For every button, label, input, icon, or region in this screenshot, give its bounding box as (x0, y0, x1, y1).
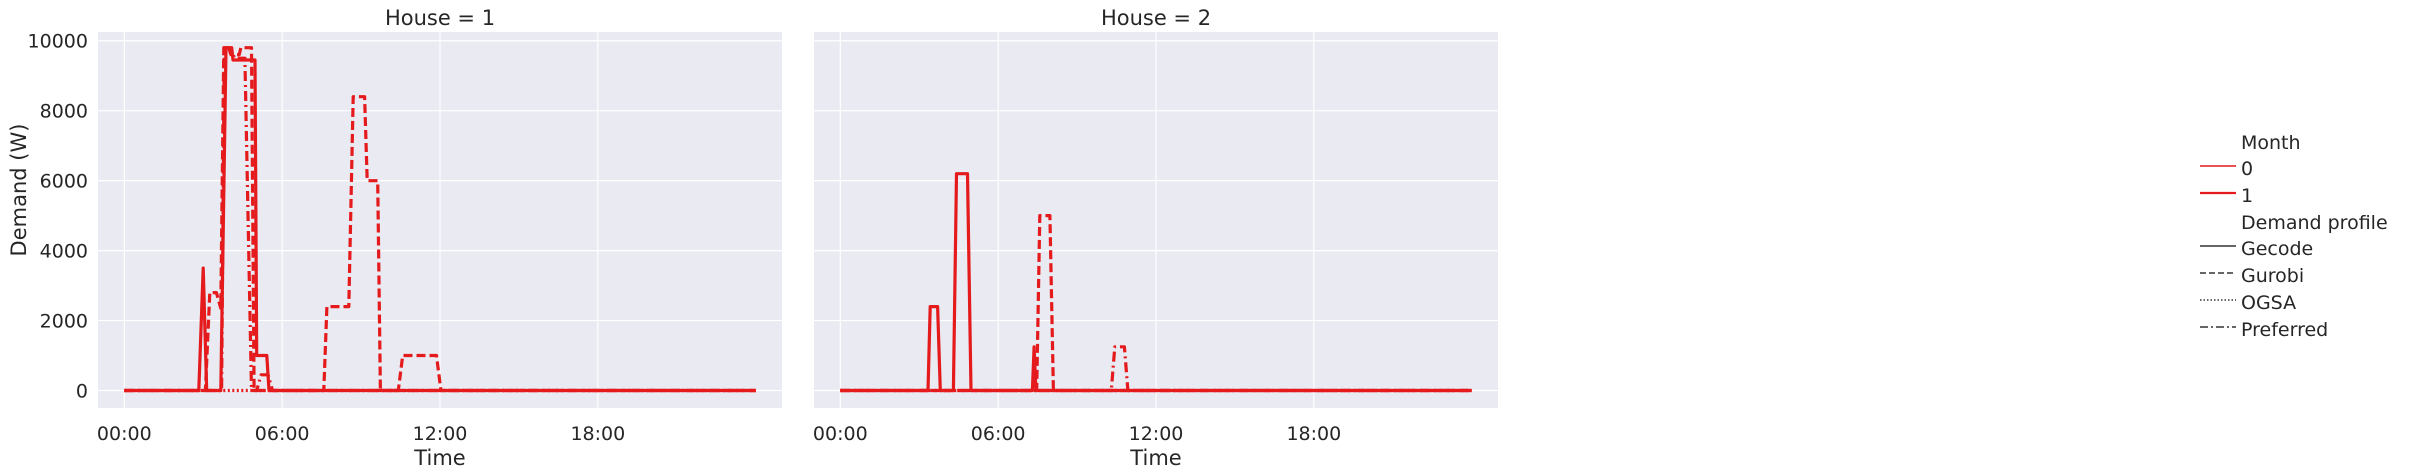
legend-label-month-1: 1 (2241, 185, 2253, 207)
facet-1: House = 1 00:00 06:00 12:00 18:00 0 2000 4000 60… (28, 6, 782, 470)
y-tick-label: 10000 (28, 31, 88, 53)
y-axis-label: Demand (W) (7, 124, 31, 257)
x-tick-label: 00:00 (813, 423, 868, 445)
y-tick-label: 4000 (40, 241, 88, 263)
facet-title: House = 2 (1101, 6, 1211, 30)
legend-title-profile: Demand profile (2241, 212, 2388, 234)
x-tick-label: 06:00 (971, 423, 1026, 445)
y-axis-label-group: Demand (W) (7, 124, 31, 257)
x-tick-label: 12:00 (1129, 423, 1184, 445)
legend-label-gurobi: Gurobi (2241, 265, 2304, 287)
series-line-preferred (840, 345, 1472, 393)
x-axis-label: Time (1129, 446, 1181, 470)
series-line-gecode (124, 46, 756, 393)
x-tick-label: 00:00 (97, 423, 152, 445)
y-tick-label: 0 (76, 381, 88, 403)
x-tick-label: 18:00 (570, 423, 625, 445)
legend-label-month-0: 0 (2241, 158, 2253, 180)
x-axis-label: Time (413, 446, 465, 470)
legend-label-gecode: Gecode (2241, 238, 2313, 260)
series-line-preferred (124, 46, 756, 393)
y-tick-label: 8000 (40, 101, 88, 123)
series-line-gecode (840, 172, 1472, 393)
legend: Month 0 1 Demand profile Gecode Gurobi O… (2200, 132, 2388, 341)
x-tick-label: 06:00 (255, 423, 310, 445)
legend-label-ogsa: OGSA (2241, 292, 2296, 314)
facet-2: House = 2 00:00 06:00 12:00 18:00 Time (813, 6, 1498, 470)
x-tick-label: 12:00 (413, 423, 468, 445)
y-tick-label: 6000 (40, 171, 88, 193)
facets: House = 1 00:00 06:00 12:00 18:00 0 2000 4000 60… (28, 6, 1498, 470)
x-tick-label: 18:00 (1286, 423, 1341, 445)
facet-title: House = 1 (385, 6, 495, 30)
y-tick-label: 2000 (40, 311, 88, 333)
legend-title-month: Month (2241, 132, 2301, 154)
legend-label-preferred: Preferred (2241, 319, 2328, 341)
